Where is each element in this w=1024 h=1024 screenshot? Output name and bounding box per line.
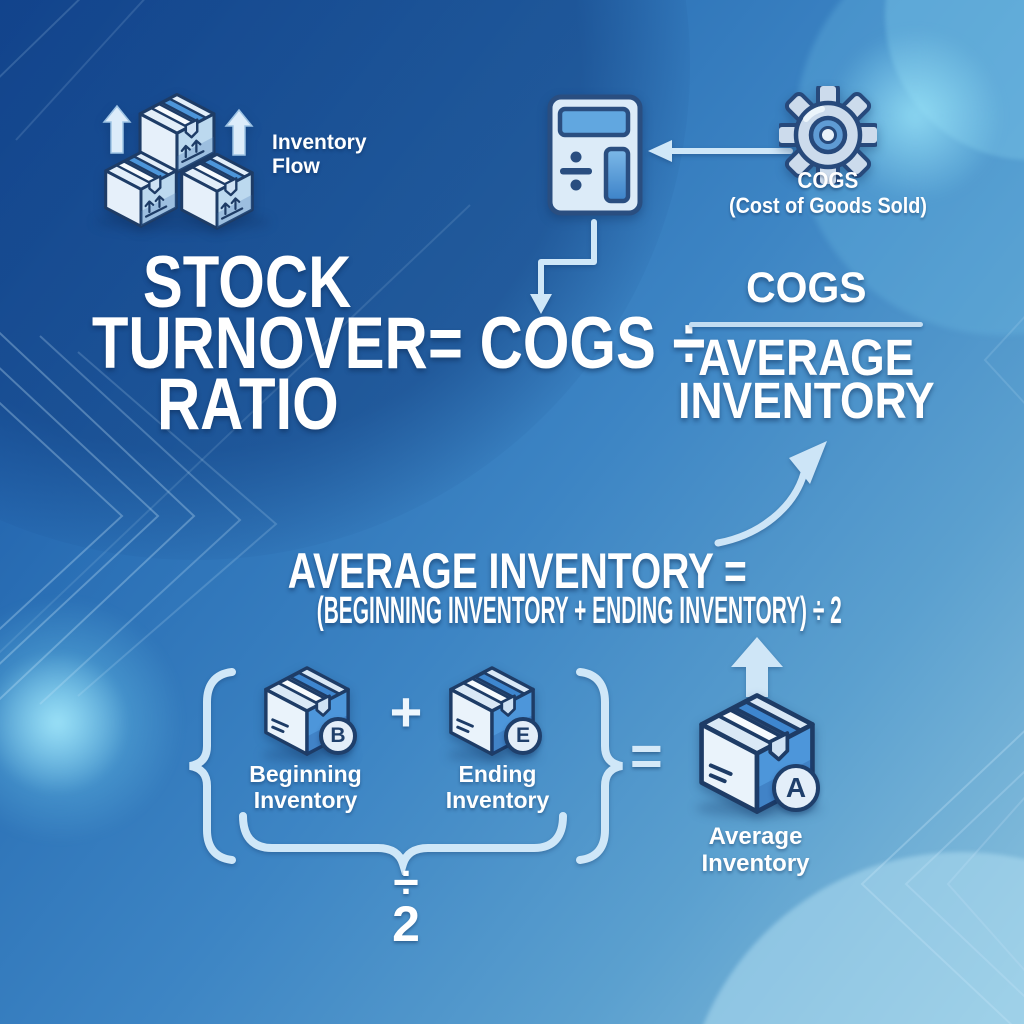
up-arrow-icon: [224, 108, 254, 156]
curved-up-arrow-icon: [714, 441, 827, 547]
beginning-inventory-label: Beginning Inventory: [249, 761, 362, 813]
fraction-numerator: COGS: [745, 264, 867, 312]
title-line-ratio: RATIO: [156, 364, 339, 445]
left-arrow-icon: [648, 140, 793, 162]
braces-and-underbrace: [189, 668, 623, 875]
up-arrow-icon: [102, 104, 132, 154]
underbrace-icon: [239, 812, 567, 875]
block-up-arrow-icon: [731, 637, 783, 697]
inventory-flow-label: Inventory Flow: [272, 131, 367, 179]
title-line-stock: STOCK: [143, 242, 352, 323]
stock-turnover-ratio-title: STOCK TURNOVER RATIO: [55, 242, 440, 445]
brace-right-icon: [576, 668, 623, 864]
brace-left-icon: [189, 668, 236, 864]
cogs-label: COGS: [797, 167, 859, 193]
divisor-two: 2: [392, 896, 420, 952]
inventory-flow-line1: Inventory: [272, 131, 367, 154]
average-inventory-label: Average Inventory: [701, 823, 810, 877]
average-formula-line1: AVERAGE INVENTORY =: [287, 543, 747, 599]
fraction-block: COGS AVERAGE INVENTORY: [658, 264, 954, 429]
chevron-pattern-left: [0, 0, 471, 705]
decor-glow-core-bottom-left: [0, 648, 132, 798]
badge-beginning: B: [319, 717, 357, 755]
divide-by-two-block: ÷ 2: [356, 856, 456, 952]
cogs-sublabel: (Cost of Goods Sold): [729, 193, 927, 218]
gear-icon: [779, 86, 877, 184]
title-line-turnover: TURNOVER: [91, 303, 428, 384]
cogs-label-block: COGS (Cost of Goods Sold): [718, 167, 938, 218]
fraction-denominator-line1: AVERAGE: [697, 329, 915, 386]
badge-average: A: [772, 764, 820, 812]
inventory-flow-line2: Flow: [272, 155, 320, 178]
divide-sign: ÷: [393, 856, 419, 908]
elbow-down-arrow-icon: [530, 219, 597, 314]
badge-ending: E: [504, 717, 542, 755]
equals-sign: =: [630, 724, 663, 787]
plus-sign: +: [389, 680, 423, 743]
chevron-pattern-bottom-right: [860, 315, 1024, 1024]
fraction-denominator-line2: INVENTORY: [677, 372, 935, 429]
formula-rhs-inline: = COGS ÷: [428, 303, 706, 384]
fraction-bar: [689, 322, 923, 327]
calculator-icon: [547, 94, 643, 216]
ending-inventory-label: Ending Inventory: [445, 761, 550, 813]
inventory-boxes-icon: [102, 92, 254, 230]
average-formula-line2: (BEGINNING INVENTORY + ENDING INVENTORY)…: [316, 590, 842, 632]
